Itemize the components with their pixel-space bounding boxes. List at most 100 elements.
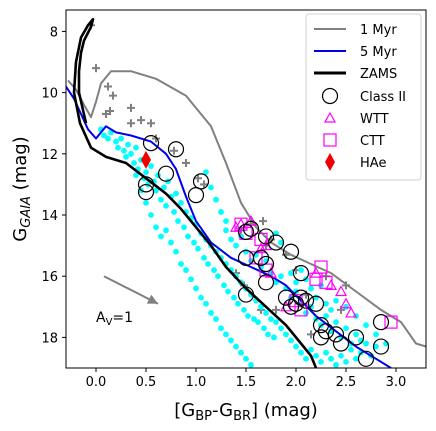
point-members	[328, 306, 334, 313]
annotation-pre: A	[96, 310, 106, 326]
x-axis-title: [GBP-GBR] (mag)	[174, 400, 318, 424]
point-members	[255, 319, 261, 326]
legend-marker-ctt	[323, 133, 337, 147]
point-class-ii	[242, 220, 260, 237]
point-members	[318, 358, 324, 365]
point-members	[323, 300, 329, 307]
point-members	[288, 270, 294, 277]
legend-label-wtt: WTT	[360, 112, 389, 127]
point-members	[181, 224, 187, 231]
point-members	[178, 261, 184, 267]
y-tick-label: 8	[50, 25, 58, 40]
point-members	[201, 254, 207, 261]
isochrone-zams	[72, 17, 318, 368]
point-members	[101, 132, 107, 139]
point-field	[104, 82, 112, 91]
point-field	[137, 116, 145, 125]
y-tick-label: 14	[41, 209, 58, 224]
point-members	[328, 355, 334, 362]
point-members	[128, 150, 134, 157]
point-members	[278, 325, 284, 332]
point-members	[293, 343, 299, 350]
point-members	[228, 236, 234, 243]
point-members	[178, 199, 184, 206]
point-members	[288, 337, 294, 344]
point-members	[105, 135, 111, 142]
point-field	[200, 180, 208, 189]
isochrone-5-myr	[66, 85, 392, 368]
point-members	[243, 248, 249, 255]
legend-label-classii: Class II	[360, 90, 406, 105]
point-field	[194, 174, 202, 183]
point-members	[193, 285, 199, 292]
point-field	[127, 119, 135, 128]
point-wtt	[344, 306, 358, 318]
xlabel-post: ] (mag)	[251, 400, 318, 421]
point-field	[272, 305, 280, 314]
point-class-ii	[347, 329, 365, 346]
y-tick-label: 18	[41, 331, 58, 346]
point-field	[127, 103, 135, 112]
point-members	[343, 358, 349, 365]
point-wtt	[334, 285, 348, 297]
point-members	[238, 349, 244, 356]
point-members	[158, 196, 164, 203]
point-class-ii	[282, 243, 300, 260]
point-members	[211, 267, 217, 273]
ylabel-pre: G	[10, 228, 31, 242]
point-class-ii	[372, 338, 390, 355]
point-members	[168, 239, 174, 246]
point-members	[271, 334, 277, 341]
x-tick-label: 0.0	[86, 375, 107, 390]
ylabel-sub: GAIA	[19, 196, 34, 228]
point-members	[131, 160, 137, 166]
point-class-ii	[192, 173, 210, 190]
xlabel-sub2: BR	[233, 409, 251, 424]
point-field	[170, 146, 178, 155]
point-members	[203, 300, 209, 307]
point-class-ii	[357, 350, 375, 367]
point-wtt	[324, 279, 338, 290]
point-members	[188, 276, 194, 283]
point-hae	[141, 150, 151, 169]
xlabel-mid: -G	[212, 400, 233, 421]
point-members	[235, 300, 241, 307]
point-members	[148, 163, 154, 169]
point-members	[205, 261, 211, 267]
point-members	[173, 190, 179, 197]
point-members	[228, 337, 234, 344]
point-members	[208, 184, 214, 191]
point-class-ii	[237, 223, 255, 240]
point-members	[333, 319, 339, 326]
point-members	[133, 172, 139, 179]
annotation-sub: V	[106, 317, 113, 328]
point-members	[231, 294, 237, 301]
point-ctt	[294, 303, 308, 317]
point-members	[363, 340, 369, 347]
point-class-ii	[332, 335, 350, 352]
point-members	[161, 184, 167, 191]
point-members	[195, 245, 201, 252]
point-members	[153, 187, 159, 194]
point-members	[223, 218, 229, 225]
point-class-ii	[282, 298, 300, 315]
point-members	[248, 362, 254, 368]
point-members	[153, 224, 159, 231]
point-members	[261, 325, 267, 332]
point-class-ii	[157, 165, 175, 182]
point-members	[218, 325, 224, 332]
point-members	[245, 313, 251, 319]
point-class-ii	[312, 317, 330, 334]
point-wtt	[254, 242, 268, 254]
point-members	[293, 279, 299, 286]
point-ctt	[289, 294, 303, 308]
point-class-ii	[297, 292, 315, 309]
point-members	[263, 310, 269, 316]
point-members	[343, 303, 349, 310]
point-members	[223, 227, 229, 234]
y-tick-label: 16	[41, 270, 58, 285]
data-layer	[66, 17, 426, 368]
reddening-arrow-head	[146, 294, 158, 304]
xlabel-pre: [G	[174, 400, 195, 421]
